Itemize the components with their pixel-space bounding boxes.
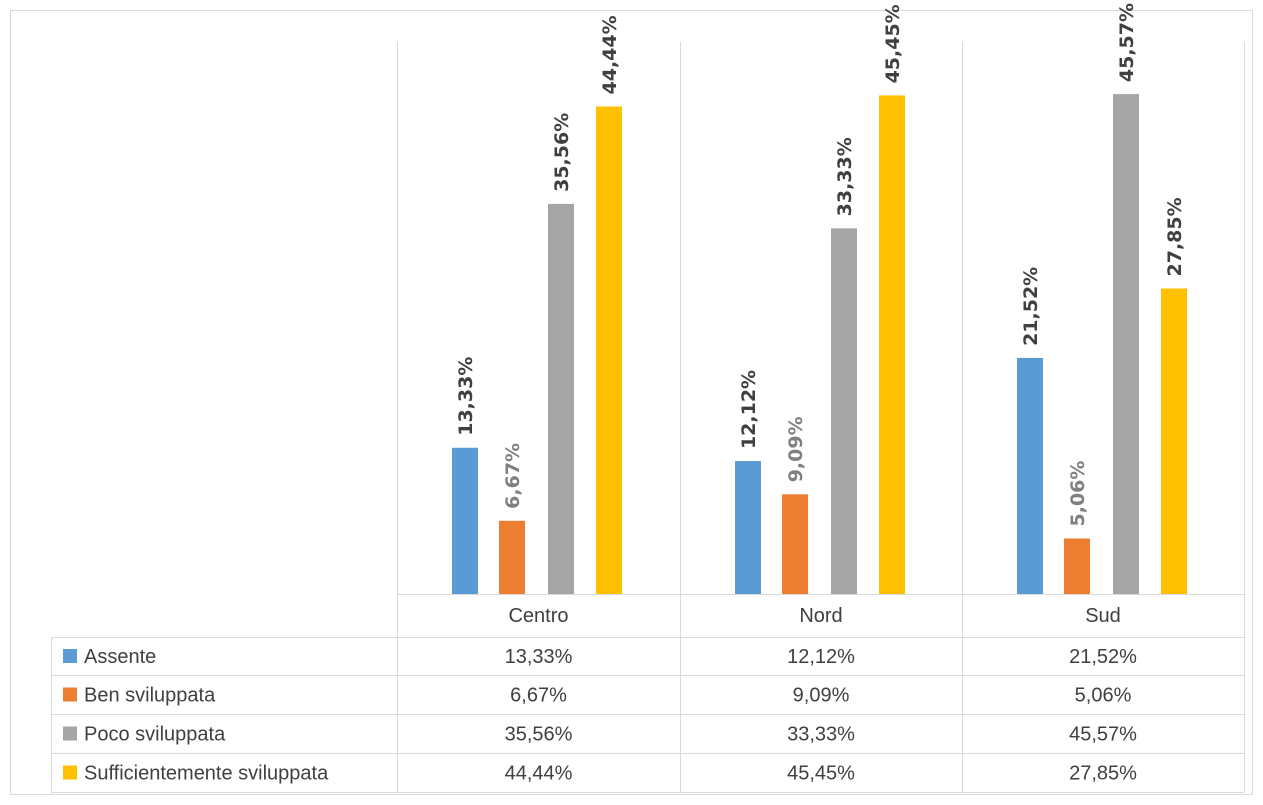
bar-ben-sviluppata-nord — [782, 494, 808, 594]
bar-assente-sud — [1017, 357, 1043, 594]
data-label-sufficientemente-sviluppata-sud: 27,85% — [1164, 197, 1186, 276]
table-cell-sufficientemente-sviluppata-sud: 27,85% — [1069, 763, 1137, 785]
data-labels: 13,33% 6,67% 35,56% 44,44% 12,12% 9,09% 33,33%… — [455, 3, 1186, 527]
legend-label-ben-sviluppata: Ben sviluppata — [84, 685, 216, 707]
bar-assente-nord — [735, 461, 761, 594]
legend-swatch-poco-sviluppata — [63, 726, 77, 741]
bar-sufficientemente-sviluppata-nord — [879, 95, 905, 594]
data-label-sufficientemente-sviluppata-centro: 44,44% — [599, 15, 621, 94]
table-cell-poco-sviluppata-nord: 33,33% — [787, 724, 855, 746]
data-label-assente-centro: 13,33% — [455, 357, 477, 436]
legend-label-sufficientemente-sviluppata: Sufficientemente sviluppata — [84, 763, 329, 785]
table-cell-sufficientemente-sviluppata-centro: 44,44% — [505, 763, 573, 785]
bar-assente-centro — [452, 447, 478, 594]
data-label-sufficientemente-sviluppata-nord: 45,45% — [882, 4, 904, 83]
data-label-assente-sud: 21,52% — [1020, 267, 1042, 346]
table-cell-ben-sviluppata-centro: 6,67% — [510, 685, 567, 707]
legend-label-assente: Assente — [84, 646, 156, 668]
table-cell-poco-sviluppata-centro: 35,56% — [505, 724, 573, 746]
legend-swatch-ben-sviluppata — [63, 687, 77, 702]
data-table: Centro Nord Sud Assente 13,33% 12,12% 21,52% Be… — [63, 605, 1137, 785]
bar-poco-sviluppata-nord — [831, 228, 857, 594]
bar-ben-sviluppata-sud — [1064, 538, 1090, 594]
legend-swatch-sufficientemente-sviluppata — [63, 765, 77, 780]
legend-label-poco-sviluppata: Poco sviluppata — [84, 724, 226, 746]
bar-sufficientemente-sviluppata-centro — [596, 106, 622, 595]
table-cell-sufficientemente-sviluppata-nord: 45,45% — [787, 763, 855, 785]
table-cell-ben-sviluppata-nord: 9,09% — [793, 685, 850, 707]
chart-frame — [10, 10, 1253, 795]
data-label-poco-sviluppata-centro: 35,56% — [551, 113, 573, 192]
data-label-poco-sviluppata-nord: 33,33% — [834, 137, 856, 216]
bar-group — [452, 94, 1187, 595]
category-label-sud: Sud — [1085, 605, 1121, 627]
category-label-nord: Nord — [799, 605, 842, 627]
bar-poco-sviluppata-sud — [1113, 94, 1139, 594]
table-cell-assente-sud: 21,52% — [1069, 646, 1137, 668]
table-cell-assente-centro: 13,33% — [505, 646, 573, 668]
bar-poco-sviluppata-centro — [548, 203, 574, 594]
bar-sufficientemente-sviluppata-sud — [1161, 288, 1187, 594]
table-cell-assente-nord: 12,12% — [787, 646, 855, 668]
data-label-poco-sviluppata-sud: 45,57% — [1116, 3, 1138, 82]
data-label-ben-sviluppata-sud: 5,06% — [1067, 461, 1089, 527]
data-label-ben-sviluppata-nord: 9,09% — [785, 416, 807, 482]
bar-ben-sviluppata-centro — [499, 520, 525, 594]
legend-swatch-assente — [63, 649, 77, 663]
data-label-ben-sviluppata-centro: 6,67% — [502, 443, 524, 509]
chart-grid — [51, 42, 1245, 793]
table-cell-ben-sviluppata-sud: 5,06% — [1075, 685, 1132, 707]
category-label-centro: Centro — [508, 605, 568, 627]
table-cell-poco-sviluppata-sud: 45,57% — [1069, 724, 1137, 746]
data-label-assente-nord: 12,12% — [738, 370, 760, 449]
